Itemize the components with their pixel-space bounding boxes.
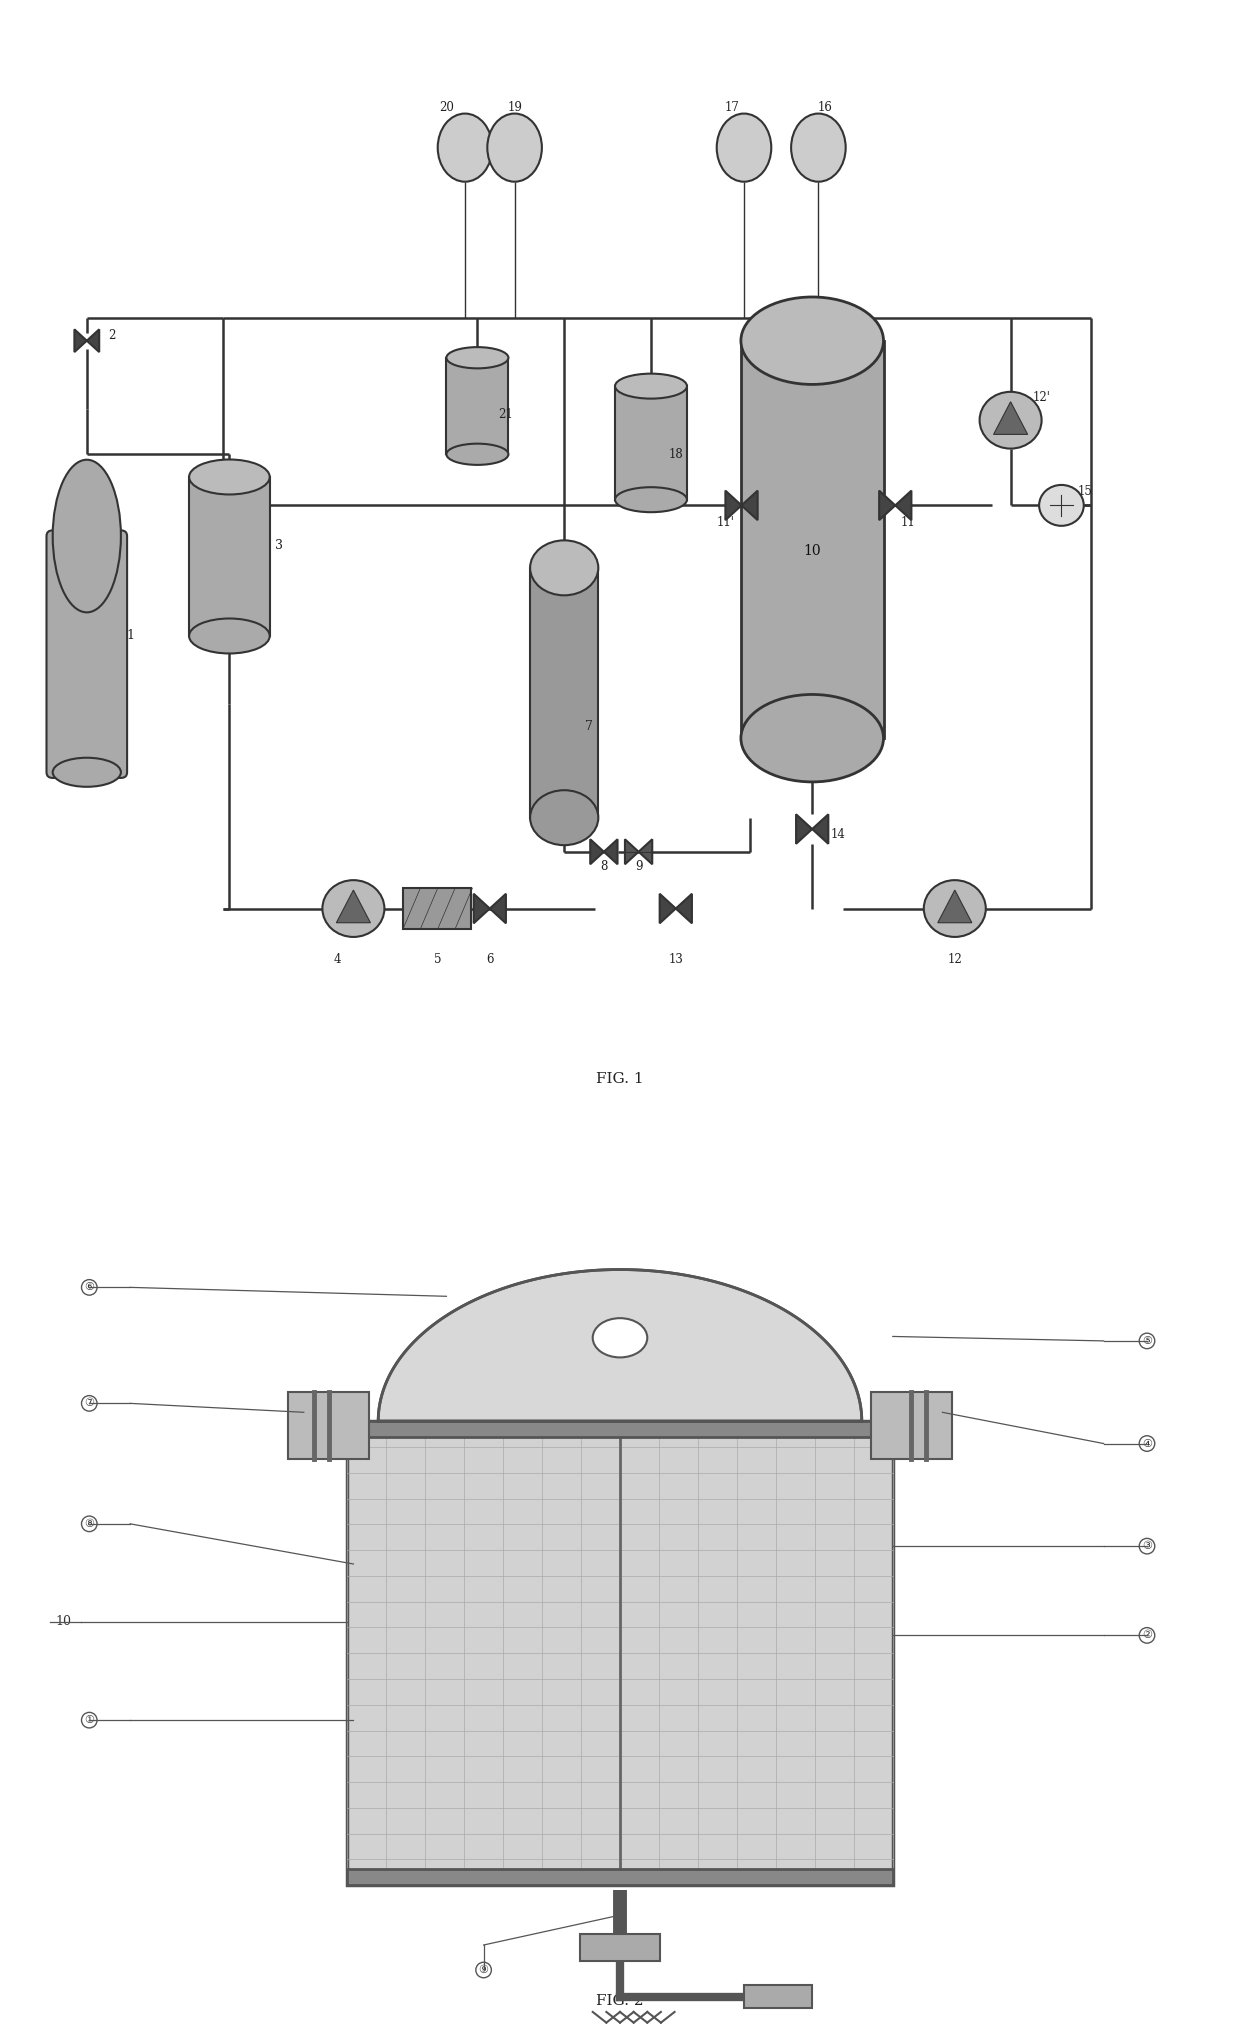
Text: 20: 20	[439, 101, 454, 114]
Bar	[744, 1985, 812, 2008]
Text: ⑥: ⑥	[84, 1282, 94, 1292]
Circle shape	[593, 1318, 647, 1357]
Text: 12': 12'	[1033, 391, 1050, 404]
Polygon shape	[812, 815, 828, 844]
Text: 14: 14	[831, 827, 846, 842]
Circle shape	[924, 880, 986, 937]
Text: 18: 18	[668, 448, 683, 460]
Polygon shape	[676, 894, 692, 923]
Text: ⑨: ⑨	[479, 1965, 489, 1975]
Ellipse shape	[791, 114, 846, 183]
Polygon shape	[895, 491, 911, 519]
Ellipse shape	[531, 791, 599, 846]
Bar	[403, 888, 471, 929]
Polygon shape	[879, 491, 895, 519]
Text: 10: 10	[56, 1616, 72, 1628]
Text: 6: 6	[486, 953, 494, 965]
Polygon shape	[604, 840, 618, 864]
Polygon shape	[474, 894, 490, 923]
Text: 2: 2	[108, 329, 115, 341]
Text: 12: 12	[947, 953, 962, 965]
Polygon shape	[336, 890, 371, 923]
Ellipse shape	[487, 114, 542, 183]
Text: ③: ③	[1142, 1541, 1152, 1551]
Text: 21: 21	[498, 408, 513, 422]
Bar	[288, 1391, 370, 1460]
Ellipse shape	[717, 114, 771, 183]
Text: 10: 10	[804, 544, 821, 558]
Circle shape	[322, 880, 384, 937]
Ellipse shape	[742, 694, 883, 783]
Text: 19: 19	[507, 101, 522, 114]
Bar	[347, 1422, 893, 1438]
Polygon shape	[725, 491, 742, 519]
Polygon shape	[490, 894, 506, 923]
Text: 15: 15	[1078, 485, 1092, 499]
Polygon shape	[993, 402, 1028, 434]
Ellipse shape	[53, 460, 122, 612]
Ellipse shape	[53, 758, 122, 787]
Bar	[446, 357, 508, 454]
Text: ②: ②	[1142, 1631, 1152, 1641]
Text: 4: 4	[334, 953, 341, 965]
Ellipse shape	[188, 460, 270, 495]
Text: ⑤: ⑤	[1142, 1336, 1152, 1347]
Text: 1: 1	[126, 629, 134, 643]
Text: ④: ④	[1142, 1438, 1152, 1448]
Circle shape	[1039, 485, 1084, 525]
Text: ⑧: ⑧	[84, 1519, 94, 1529]
Ellipse shape	[615, 373, 687, 400]
Bar	[531, 568, 598, 817]
Ellipse shape	[615, 487, 687, 513]
Text: 11: 11	[900, 515, 915, 529]
Text: 7: 7	[585, 720, 593, 734]
Ellipse shape	[742, 296, 883, 385]
Text: 9: 9	[635, 860, 642, 872]
Ellipse shape	[446, 444, 508, 464]
Circle shape	[980, 391, 1042, 448]
Bar	[347, 1422, 893, 1886]
Polygon shape	[87, 329, 99, 353]
Text: FIG. 1: FIG. 1	[596, 1073, 644, 1085]
Bar	[188, 477, 270, 637]
Ellipse shape	[446, 347, 508, 369]
Polygon shape	[742, 491, 758, 519]
FancyBboxPatch shape	[47, 531, 128, 779]
Text: 11': 11'	[717, 515, 734, 529]
Ellipse shape	[188, 619, 270, 653]
Text: ①: ①	[84, 1716, 94, 1726]
Bar	[347, 1870, 893, 1886]
Bar	[615, 385, 687, 499]
Bar	[742, 341, 884, 738]
Polygon shape	[660, 894, 676, 923]
Polygon shape	[74, 329, 87, 353]
Text: ⑦: ⑦	[84, 1399, 94, 1407]
Ellipse shape	[531, 539, 599, 596]
Polygon shape	[796, 815, 812, 844]
Bar	[580, 1935, 660, 1961]
Ellipse shape	[438, 114, 492, 183]
Text: FIG. 2: FIG. 2	[596, 1994, 644, 2008]
Bar	[870, 1391, 952, 1460]
Text: 5: 5	[434, 953, 441, 965]
Text: 17: 17	[724, 101, 739, 114]
Text: 3: 3	[275, 539, 283, 552]
Polygon shape	[590, 840, 604, 864]
Text: 13: 13	[668, 953, 683, 965]
Polygon shape	[639, 840, 652, 864]
Text: 8: 8	[600, 860, 608, 872]
Polygon shape	[378, 1270, 862, 1422]
Text: 16: 16	[817, 101, 832, 114]
Polygon shape	[937, 890, 972, 923]
Polygon shape	[625, 840, 639, 864]
